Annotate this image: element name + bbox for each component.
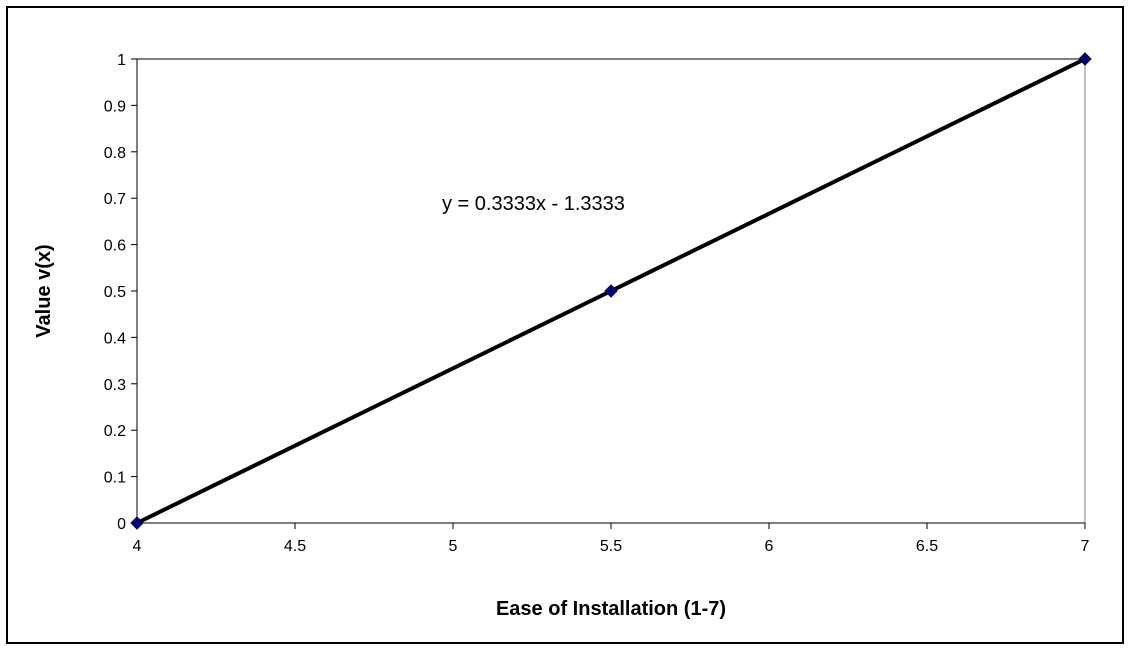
x-tick-label: 6.5: [916, 538, 938, 555]
chart-frame: 0 0.1 0.2 0.3 0.4 0.5 0.6 0.7 0.8 0.9 1 4 4.5 5 5.5 6 6…: [6, 6, 1124, 644]
y-tick-label: 0.4: [104, 330, 126, 347]
x-tick-label: 7: [1081, 538, 1090, 555]
trendline-equation: y = 0.3333x - 1.3333: [442, 193, 625, 215]
x-tick-label: 4.5: [284, 538, 306, 555]
y-tick-label: 0.7: [104, 191, 126, 208]
y-tick-label: 1: [117, 52, 126, 69]
x-tick-label: 6: [765, 538, 774, 555]
y-tick-label: 0.9: [104, 98, 126, 115]
y-tick-label: 0: [117, 516, 126, 533]
x-axis-title: Ease of Installation (1-7): [496, 598, 726, 620]
y-tick-label: 0.5: [104, 284, 126, 301]
x-tick-label: 5.5: [600, 538, 622, 555]
y-tick-label: 0.8: [104, 145, 126, 162]
y-axis-title: Value v(x): [33, 244, 55, 337]
chart: 0 0.1 0.2 0.3 0.4 0.5 0.6 0.7 0.8 0.9 1 4 4.5 5 5.5 6 6…: [8, 8, 1122, 642]
y-axis-ticks: 0 0.1 0.2 0.3 0.4 0.5 0.6 0.7 0.8 0.9 1: [104, 52, 137, 533]
x-tick-label: 4: [133, 538, 142, 555]
y-tick-label: 0.6: [104, 238, 126, 255]
y-tick-label: 0.2: [104, 423, 126, 440]
x-tick-label: 5: [449, 538, 458, 555]
y-tick-label: 0.1: [104, 470, 126, 487]
y-tick-label: 0.3: [104, 377, 126, 394]
